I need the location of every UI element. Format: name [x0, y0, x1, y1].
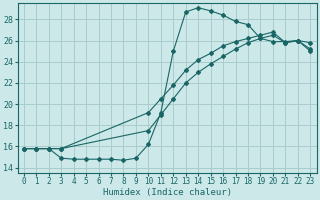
X-axis label: Humidex (Indice chaleur): Humidex (Indice chaleur): [103, 188, 232, 197]
